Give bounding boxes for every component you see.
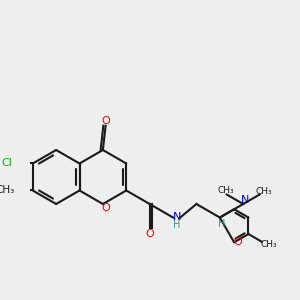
Text: O: O bbox=[233, 237, 242, 247]
Text: N: N bbox=[172, 212, 181, 223]
Text: CH₃: CH₃ bbox=[218, 185, 234, 194]
Text: CH₃: CH₃ bbox=[256, 187, 272, 196]
Text: H: H bbox=[218, 219, 225, 229]
Text: O: O bbox=[101, 203, 110, 214]
Text: O: O bbox=[145, 229, 154, 239]
Text: CH₃: CH₃ bbox=[0, 185, 15, 196]
Text: CH₃: CH₃ bbox=[261, 240, 278, 249]
Text: Cl: Cl bbox=[2, 158, 13, 169]
Text: H: H bbox=[173, 220, 180, 230]
Text: N: N bbox=[241, 195, 249, 206]
Text: O: O bbox=[101, 116, 110, 126]
